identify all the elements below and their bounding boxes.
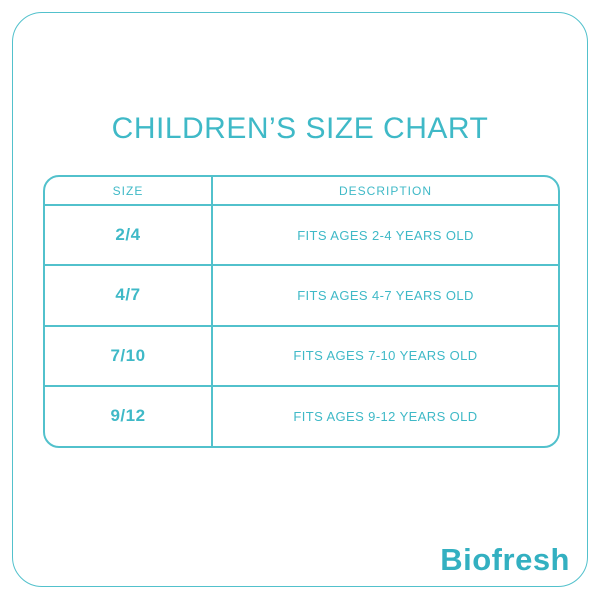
size-table-body: 2/4 FITS AGES 2-4 YEARS OLD 4/7 FITS AGES 4… bbox=[45, 205, 558, 446]
table-row: 2/4 FITS AGES 2-4 YEARS OLD bbox=[45, 205, 558, 267]
brand-logo: Biofresh bbox=[440, 542, 570, 577]
column-header-size: SIZE bbox=[45, 177, 213, 206]
size-chart-table: SIZE DESCRIPTION 2/4 FITS AGES 2-4 YEARS … bbox=[45, 177, 558, 446]
size-value: 2/4 bbox=[45, 205, 213, 267]
table-row: 4/7 FITS AGES 4-7 YEARS OLD bbox=[45, 265, 558, 327]
size-description: FITS AGES 2-4 YEARS OLD bbox=[212, 205, 558, 267]
size-value: 4/7 bbox=[45, 265, 213, 327]
size-description: FITS AGES 4-7 YEARS OLD bbox=[212, 265, 558, 327]
card-border bbox=[12, 12, 588, 587]
size-description: FITS AGES 7-10 YEARS OLD bbox=[212, 325, 558, 387]
table-header-row: SIZE DESCRIPTION bbox=[45, 177, 558, 206]
size-value: 7/10 bbox=[45, 325, 213, 387]
size-value: 9/12 bbox=[45, 385, 213, 446]
column-header-description: DESCRIPTION bbox=[212, 177, 558, 206]
size-chart-table-container: SIZE DESCRIPTION 2/4 FITS AGES 2-4 YEARS … bbox=[43, 175, 560, 448]
table-row: 9/12 FITS AGES 9-12 YEARS OLD bbox=[45, 385, 558, 446]
page-title: CHILDREN’S SIZE CHART bbox=[111, 112, 489, 145]
size-description: FITS AGES 9-12 YEARS OLD bbox=[293, 408, 478, 424]
table-row: 7/10 FITS AGES 7-10 YEARS OLD bbox=[45, 325, 558, 387]
